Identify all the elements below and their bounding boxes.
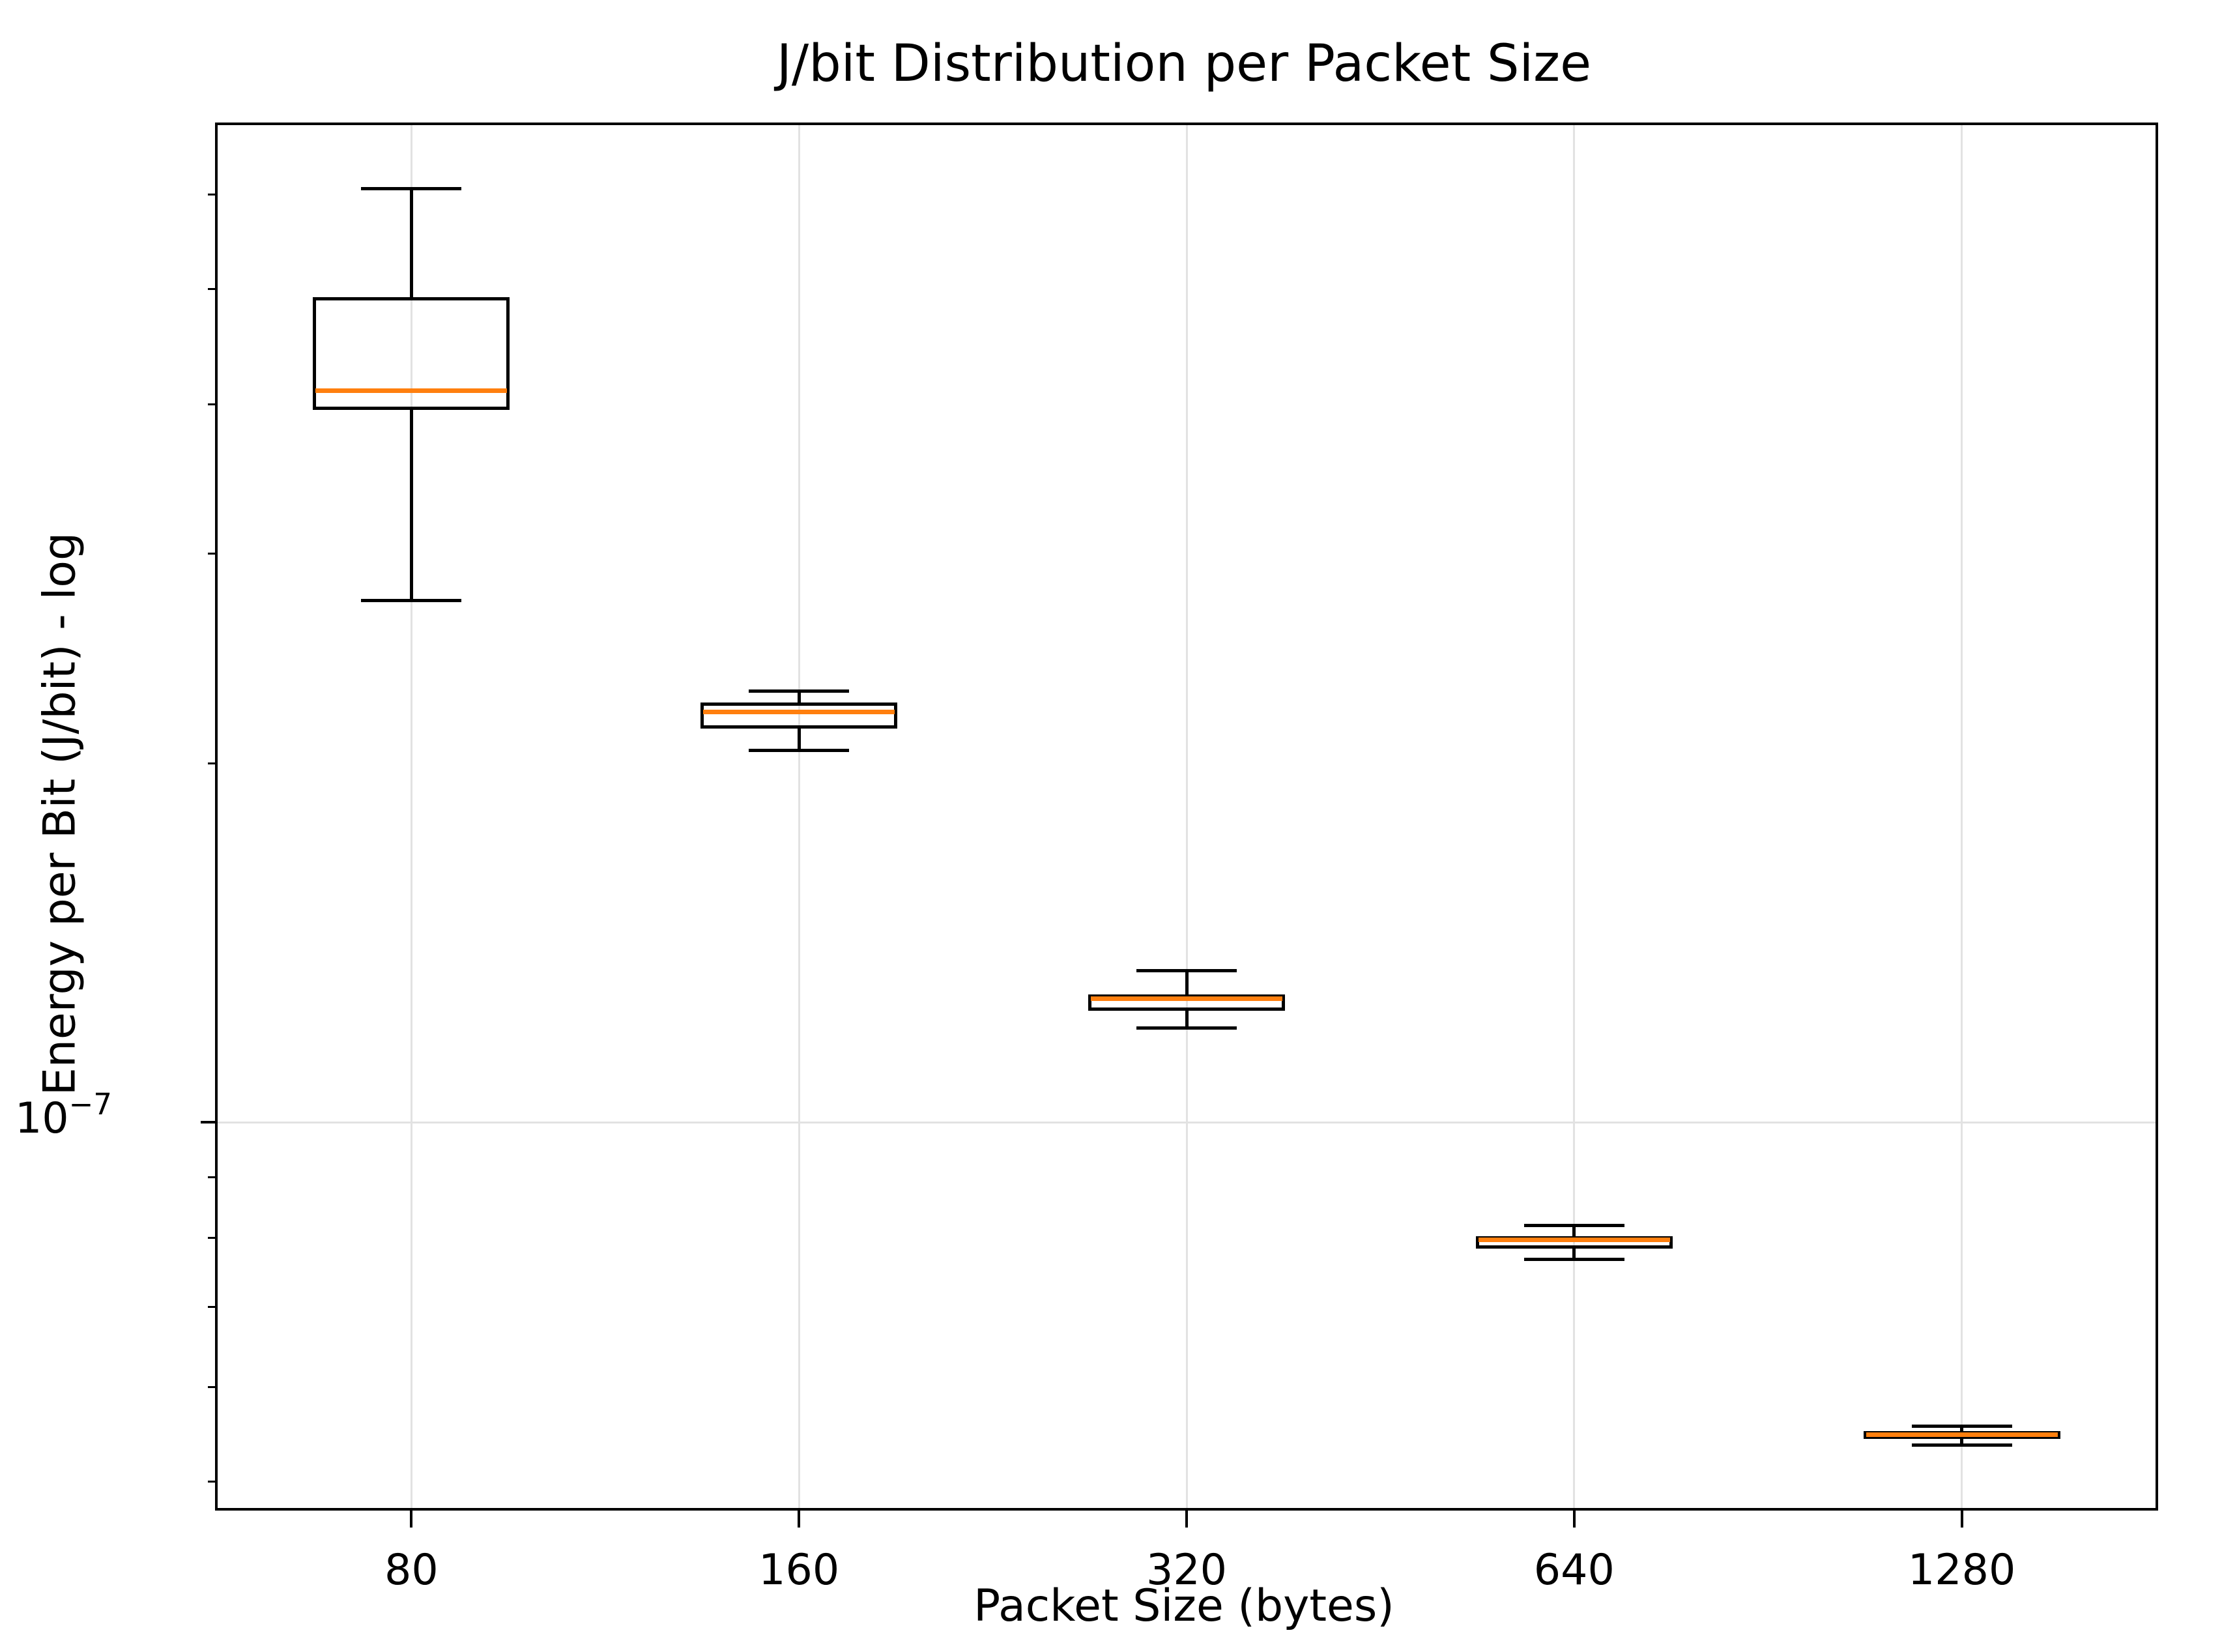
- box-80: [313, 297, 510, 410]
- y-minor-tick: [208, 1385, 218, 1388]
- y-minor-tick: [208, 193, 218, 196]
- whisker-cap-upper-320: [1136, 969, 1237, 973]
- whisker-cap-upper-160: [749, 689, 850, 693]
- x-gridline-320: [1185, 125, 1188, 1508]
- y-axis-label: Energy per Bit (J/bit) - log: [34, 532, 86, 1096]
- whisker-upper-1280: [1960, 1426, 1964, 1432]
- x-tick-label-160: 160: [758, 1546, 840, 1595]
- box-160: [700, 702, 898, 729]
- box-320: [1088, 994, 1285, 1011]
- median-line-640: [1478, 1238, 1670, 1243]
- whisker-cap-lower-1280: [1911, 1443, 2012, 1447]
- x-gridline-80: [410, 125, 412, 1508]
- y-minor-tick: [208, 1480, 218, 1483]
- whisker-lower-160: [797, 728, 801, 751]
- x-tick-label-1280: 1280: [1907, 1546, 2016, 1595]
- x-gridline-640: [1573, 125, 1576, 1508]
- whisker-cap-upper-80: [361, 186, 462, 190]
- y-tick-exponent: −7: [68, 1087, 112, 1122]
- x-tick-160: [798, 1511, 801, 1528]
- whisker-cap-lower-320: [1136, 1026, 1237, 1030]
- x-gridline-1280: [1961, 125, 1963, 1508]
- x-tick-label-320: 320: [1146, 1546, 1228, 1595]
- whisker-lower-640: [1572, 1248, 1576, 1260]
- y-tick-base: 10: [14, 1094, 69, 1144]
- median-line-80: [315, 388, 508, 393]
- whisker-cap-upper-1280: [1911, 1425, 2012, 1428]
- x-axis-label: Packet Size (bytes): [974, 1580, 1394, 1632]
- whisker-upper-640: [1572, 1225, 1576, 1236]
- whisker-lower-320: [1185, 1011, 1189, 1028]
- y-minor-tick: [208, 1306, 218, 1309]
- whisker-upper-320: [1185, 970, 1189, 995]
- median-line-320: [1091, 996, 1282, 1001]
- y-minor-tick: [208, 287, 218, 290]
- whisker-upper-160: [797, 691, 801, 703]
- whisker-cap-lower-160: [749, 749, 850, 753]
- y-gridline-1e-7: [218, 1121, 2156, 1123]
- median-line-1280: [1866, 1432, 2058, 1438]
- x-tick-640: [1572, 1511, 1576, 1528]
- y-minor-tick: [208, 762, 218, 765]
- whisker-cap-upper-640: [1523, 1223, 1624, 1227]
- whisker-cap-lower-80: [361, 598, 462, 602]
- whisker-cap-lower-640: [1523, 1257, 1624, 1261]
- whisker-upper-80: [409, 188, 413, 298]
- x-tick-label-640: 640: [1533, 1546, 1615, 1595]
- y-tick-label: 10−7: [0, 1090, 112, 1144]
- x-tick-80: [410, 1511, 413, 1528]
- plot-area: 10−7 80 160 320 640 1280: [15, 123, 2158, 1591]
- x-gridline-160: [798, 125, 800, 1508]
- figure-title: J/bit Distribution per Packet Size: [776, 35, 1592, 93]
- y-minor-tick: [208, 403, 218, 406]
- y-major-tick: [201, 1121, 218, 1124]
- whisker-lower-80: [409, 409, 413, 601]
- y-minor-tick: [208, 552, 218, 555]
- x-tick-1280: [1960, 1511, 1963, 1528]
- y-minor-tick: [208, 1176, 218, 1178]
- x-tick-320: [1185, 1511, 1188, 1528]
- median-line-160: [703, 709, 895, 714]
- y-minor-tick: [208, 1237, 218, 1239]
- whisker-lower-1280: [1960, 1438, 1964, 1445]
- x-tick-label-80: 80: [384, 1546, 439, 1595]
